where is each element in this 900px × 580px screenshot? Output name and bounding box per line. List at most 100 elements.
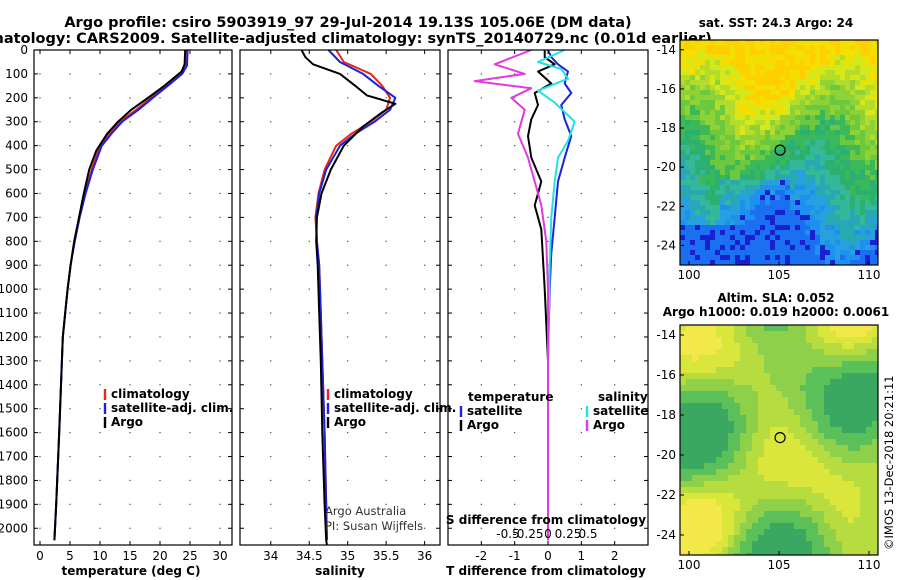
sla-map-cell (722, 493, 728, 499)
grid-dot (347, 216, 349, 218)
sla-map-cell (752, 385, 758, 391)
sla-map-cell (764, 421, 770, 427)
sst-map-cell (700, 235, 705, 240)
sla-map-cell (710, 553, 716, 555)
sla-map-cell (710, 379, 716, 385)
sst-map-cell (710, 220, 715, 225)
sst-map-cell (835, 230, 840, 235)
sla-map-cell (794, 325, 800, 331)
sst-map-cell (735, 235, 740, 240)
sla-map-cell (728, 415, 734, 421)
sst-map-cell (755, 115, 760, 120)
sst-map-cell (750, 50, 755, 55)
sst-map-cell (750, 250, 755, 255)
sst-map-cell (710, 60, 715, 65)
sla-map-cell (770, 349, 776, 355)
sla-map-cell (842, 367, 848, 373)
grid-dot (480, 121, 482, 123)
sla-map-cell (740, 523, 746, 529)
sst-map-cell (790, 150, 795, 155)
sla-map-cell (728, 361, 734, 367)
sla-map-cell (776, 409, 782, 415)
sla-map-cell (770, 343, 776, 349)
sla-map-cell (812, 379, 818, 385)
sla-map-cell (704, 367, 710, 373)
sst-map-cell (815, 250, 820, 255)
grid-dot (580, 432, 582, 434)
sst-map-cell (810, 185, 815, 190)
grid-dot (614, 97, 616, 99)
sla-map-cell (794, 553, 800, 555)
sst-map-cell (730, 105, 735, 110)
sst-map-cell (745, 230, 750, 235)
sst-map-cell (850, 45, 855, 50)
sla-map-cell (770, 409, 776, 415)
sst-map-cell (705, 240, 710, 245)
grid-dot (159, 432, 161, 434)
sst-map-cell (855, 75, 860, 80)
sst-map-cell (755, 215, 760, 220)
sst-map-cell (805, 40, 810, 45)
sst-map-cell (830, 225, 835, 230)
sst-map-cell (745, 200, 750, 205)
sla-map-cell (818, 409, 824, 415)
sla-map-cell (824, 379, 830, 385)
sst-map-cell (815, 110, 820, 115)
sst-map-cell (810, 200, 815, 205)
sst-map-cell (685, 250, 690, 255)
sla-map-cell (710, 463, 716, 469)
sst-map-cell (705, 245, 710, 250)
sla-map-cell (698, 475, 704, 481)
sst-map-cell (845, 190, 850, 195)
sst-map-cell (710, 75, 715, 80)
sst-map-cell (870, 185, 875, 190)
grid-dot (159, 121, 161, 123)
sla-map-cell (692, 409, 698, 415)
sla-map-cell (770, 445, 776, 451)
grid-dot (347, 97, 349, 99)
sst-map-cell (795, 230, 800, 235)
sst-map-cell (865, 125, 870, 130)
sla-map-cell (848, 415, 854, 421)
sla-map-cell (686, 433, 692, 439)
sst-map-cell (795, 245, 800, 250)
sla-map-cell (770, 523, 776, 529)
sst-map-cell (760, 105, 765, 110)
sst-map-cell (680, 240, 685, 245)
grid-dot (514, 312, 516, 314)
sst-map-cell (775, 110, 780, 115)
sla-map-cell (800, 493, 806, 499)
sst-map-cell (860, 55, 865, 60)
sst-map-cell (755, 75, 760, 80)
grid-dot (129, 288, 131, 290)
sst-map-cell (760, 90, 765, 95)
sst-map-cell (700, 40, 705, 45)
grid-dot (347, 168, 349, 171)
grid-dot (99, 264, 101, 266)
sst-map-cell (745, 60, 750, 65)
sla-map-cell (764, 547, 770, 553)
sla-map-cell (854, 529, 860, 535)
sla-map-cell (776, 367, 782, 373)
sla-map-cell (818, 457, 824, 463)
sst-map-cell (685, 65, 690, 70)
sst-map-cell (790, 60, 795, 65)
sla-map-cell (854, 397, 860, 403)
sst-map-cell (850, 215, 855, 220)
sla-map-cell (818, 505, 824, 511)
grid-dot (308, 336, 310, 338)
sla-map-cell (758, 511, 764, 517)
grid-dot (219, 479, 221, 482)
sst-map-cell (755, 165, 760, 170)
sla-map-cell (866, 469, 872, 475)
sst-map-cell (710, 260, 715, 265)
sst-map-cell (680, 190, 685, 195)
sla-map-cell (680, 349, 686, 355)
legend-label: satellite (467, 404, 522, 418)
sst-map-cell (800, 230, 805, 235)
sst-map-cell (775, 115, 780, 120)
sst-map-cell (765, 185, 770, 190)
sst-map-cell (685, 130, 690, 135)
sla-map-cell (824, 469, 830, 475)
sla-map-cell (848, 499, 854, 505)
